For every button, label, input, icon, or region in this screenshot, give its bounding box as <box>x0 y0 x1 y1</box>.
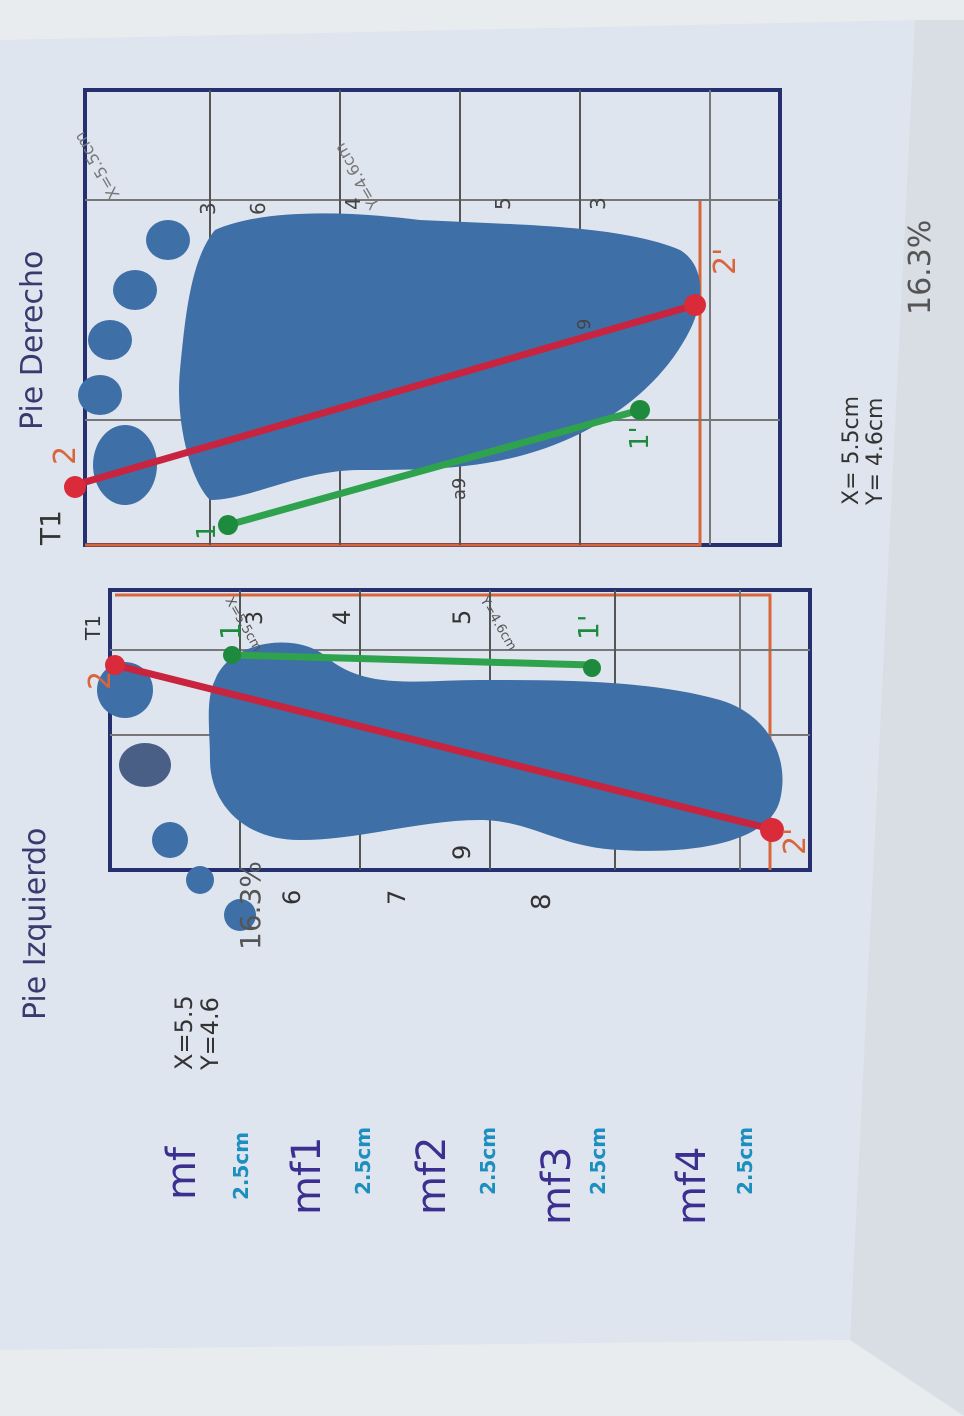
right-red-axis-line <box>74 301 696 489</box>
left-point-end-label: 2' <box>778 828 813 855</box>
right-red-point-start <box>64 476 86 498</box>
left-segment-number: 9 <box>448 845 476 860</box>
left-segment-number: 4 <box>328 610 356 625</box>
right-segment-number: 3 <box>586 197 610 210</box>
left-toe <box>119 743 171 787</box>
zone-labels: mf 2.5cm mf1 2.5cm mf2 2.5cm mf3 2.5cm m… <box>159 1127 757 1225</box>
right-foot-title: Pie Derecho <box>15 251 50 430</box>
right-toe <box>88 320 132 360</box>
zone-measure: 2.5cm <box>351 1127 375 1195</box>
left-segment-number: 5 <box>448 610 476 625</box>
left-toe <box>152 822 188 858</box>
left-foot-panel: T1 2 2' 1 1' X=5.5cm Y=4.6cm 6 7 9 8 3 4… <box>81 588 813 931</box>
left-x-value: X=5.5 <box>170 995 198 1070</box>
zone-label: mf1 <box>284 1137 330 1216</box>
zone-label: mf4 <box>669 1147 715 1226</box>
left-green-start-label: 1 <box>214 622 247 640</box>
left-green-end-label: 1' <box>572 614 605 640</box>
left-segment-number: 7 <box>383 890 411 905</box>
zone-measure: 2.5cm <box>733 1127 757 1195</box>
right-red-point-end <box>684 294 706 316</box>
right-toe <box>78 375 122 415</box>
left-green-line <box>231 651 593 669</box>
right-segment-number: 5 <box>491 197 515 210</box>
right-segment-number: 9 <box>574 319 595 330</box>
zone-label: mf2 <box>409 1137 455 1216</box>
left-toe <box>186 866 214 894</box>
right-segment-number: 4 <box>341 197 365 210</box>
right-orange-box <box>85 200 702 547</box>
right-box-label: T1 <box>34 510 67 546</box>
left-green-point-end <box>583 659 601 677</box>
left-big-toe <box>97 662 153 718</box>
zone-measure: 2.5cm <box>476 1127 500 1195</box>
right-toe <box>113 270 157 310</box>
left-segment-number: 8 <box>527 893 557 910</box>
right-green-point-end <box>630 400 650 420</box>
right-segment-number: 6 <box>246 202 270 215</box>
right-percent: 16.3% <box>903 220 938 315</box>
right-x-value: X= 5.5cm <box>839 396 864 505</box>
zone-label: mf <box>159 1146 205 1200</box>
left-green-point-start <box>223 646 241 664</box>
left-segment-number: 6 <box>278 890 306 905</box>
left-red-axis-line <box>114 661 776 834</box>
left-y-value: Y=4.6 <box>196 997 224 1071</box>
left-percent: 16.3% <box>234 861 267 950</box>
left-toe <box>224 899 256 931</box>
left-red-point-end <box>760 818 784 842</box>
left-foot-title: Pie Izquierdo <box>18 828 53 1020</box>
right-green-end-label: 1' <box>625 426 655 450</box>
left-segment-number: 3 <box>243 611 268 625</box>
zone-measure: 2.5cm <box>229 1132 253 1200</box>
zone-measure: 2.5cm <box>586 1127 610 1195</box>
right-y-value: Y= 4.6cm <box>863 398 888 506</box>
right-green-point-start <box>218 515 238 535</box>
left-red-point-start <box>105 655 125 675</box>
right-toe <box>146 220 190 260</box>
right-green-line <box>227 406 641 529</box>
right-point-end-label: 2' <box>708 248 743 275</box>
right-segment-number: 3 <box>196 202 220 215</box>
right-segment-number: a9 <box>449 478 470 500</box>
zone-label: mf3 <box>534 1147 580 1226</box>
right-green-start-label: 1 <box>192 523 222 540</box>
right-foot-panel: T1 2 2' 1 1' X=5.5cm Y=4.6cm 3 6 4 5 3 9… <box>34 88 782 547</box>
right-big-toe <box>93 425 157 505</box>
left-frame <box>108 588 812 872</box>
left-point-start-label: 2 <box>83 671 118 690</box>
left-box-label: T1 <box>81 615 105 641</box>
paper-shadow <box>850 20 964 1416</box>
right-point-start-label: 2 <box>48 446 83 465</box>
